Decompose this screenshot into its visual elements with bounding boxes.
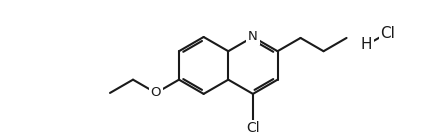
Text: N: N xyxy=(248,30,258,43)
Text: H: H xyxy=(361,37,372,52)
Text: Cl: Cl xyxy=(246,121,260,135)
Text: Cl: Cl xyxy=(380,26,395,41)
Text: O: O xyxy=(151,86,161,99)
